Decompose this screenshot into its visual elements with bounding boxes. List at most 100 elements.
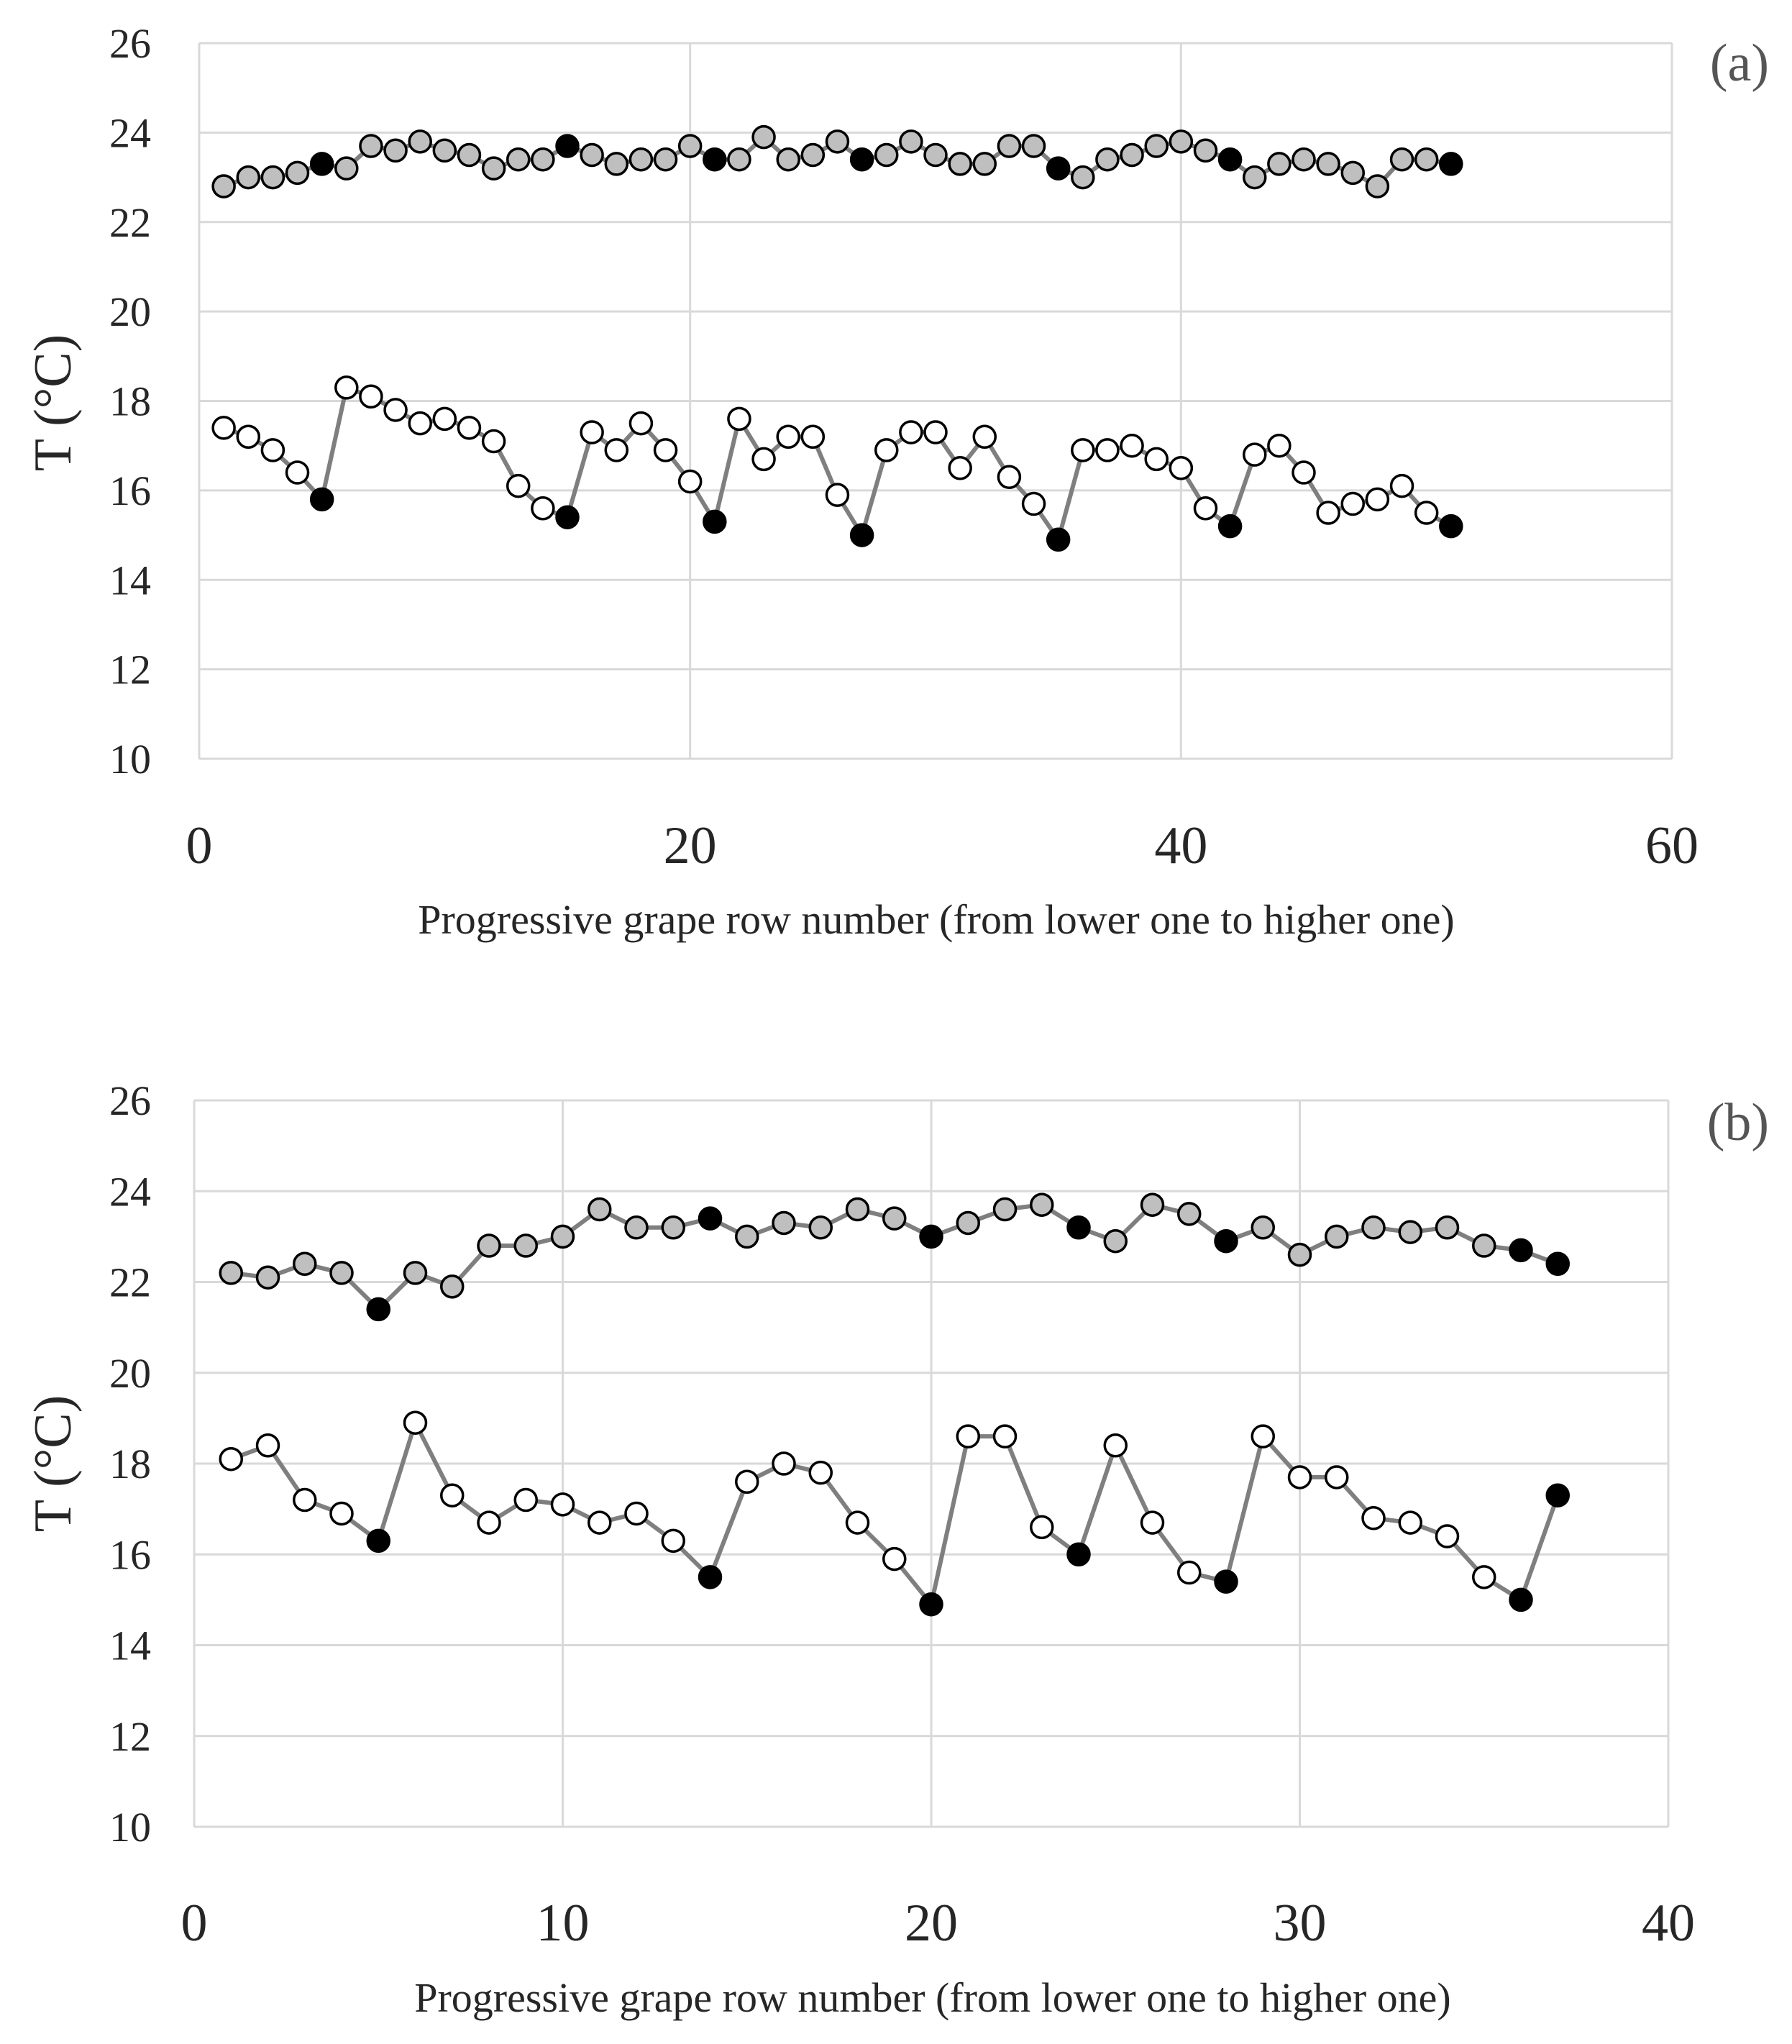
data-point bbox=[1193, 496, 1218, 521]
data-point bbox=[1365, 174, 1390, 199]
data-point bbox=[1214, 1228, 1238, 1254]
data-point bbox=[309, 487, 334, 512]
data-point bbox=[776, 424, 800, 449]
y-tick-label: 22 bbox=[109, 1259, 151, 1306]
data-point bbox=[1340, 491, 1366, 516]
data-point bbox=[1472, 1565, 1496, 1589]
data-point bbox=[580, 142, 604, 168]
chart-panel-a: (a) Progressive grape row number (from l… bbox=[24, 20, 1769, 943]
data-point bbox=[776, 147, 800, 172]
data-point bbox=[366, 1528, 390, 1553]
data-point bbox=[1169, 129, 1194, 154]
data-point bbox=[457, 142, 482, 168]
gridlines bbox=[198, 42, 1673, 760]
data-point bbox=[506, 147, 531, 172]
y-tick-label: 12 bbox=[109, 647, 151, 693]
data-point bbox=[1414, 501, 1439, 525]
series-line bbox=[223, 385, 1453, 542]
x-tick-label: 20 bbox=[905, 1894, 958, 1953]
data-point bbox=[1251, 1215, 1275, 1240]
data-point bbox=[772, 1210, 796, 1236]
y-tick-label: 14 bbox=[109, 557, 151, 603]
data-point bbox=[845, 1510, 870, 1535]
data-point bbox=[1545, 1251, 1570, 1276]
data-point bbox=[1251, 1424, 1275, 1448]
data-point bbox=[972, 424, 997, 449]
data-point bbox=[1169, 456, 1194, 480]
data-point bbox=[285, 460, 310, 485]
x-axis-title: Progressive grape row number (from lower… bbox=[414, 1974, 1451, 2021]
data-point bbox=[1316, 501, 1340, 525]
data-point bbox=[293, 1487, 317, 1513]
data-point bbox=[735, 1469, 759, 1494]
data-point bbox=[923, 420, 948, 444]
data-point bbox=[698, 1565, 723, 1589]
data-point bbox=[1095, 438, 1120, 462]
y-tick-label: 14 bbox=[109, 1623, 151, 1669]
data-point bbox=[1021, 491, 1046, 516]
gridlines bbox=[193, 1099, 1670, 1828]
data-point bbox=[1242, 165, 1267, 190]
data-point bbox=[808, 1215, 833, 1240]
data-point bbox=[849, 147, 874, 172]
y-tick-label: 18 bbox=[109, 1441, 151, 1487]
data-point bbox=[992, 1197, 1018, 1222]
y-tick-label: 18 bbox=[109, 378, 151, 425]
data-point bbox=[1365, 487, 1390, 512]
data-point bbox=[260, 165, 285, 190]
data-point bbox=[440, 1483, 465, 1507]
data-point bbox=[383, 398, 408, 422]
y-tick-label: 26 bbox=[109, 20, 151, 67]
data-point bbox=[1267, 433, 1292, 458]
data-point bbox=[408, 129, 432, 154]
data-point bbox=[997, 465, 1022, 489]
data-point bbox=[1325, 1224, 1349, 1249]
series-upper bbox=[211, 124, 1463, 199]
data-point bbox=[808, 1460, 833, 1485]
x-tick-label: 60 bbox=[1645, 816, 1699, 875]
data-point bbox=[956, 1210, 980, 1236]
data-point bbox=[1325, 1465, 1349, 1489]
data-point bbox=[956, 1424, 980, 1448]
chart-panel-b: (b) Progressive grape row number (from l… bbox=[24, 1077, 1769, 2021]
data-point bbox=[219, 1261, 243, 1285]
data-point bbox=[1103, 1228, 1128, 1254]
data-point bbox=[653, 147, 678, 172]
series-upper bbox=[219, 1192, 1570, 1322]
data-point bbox=[1095, 147, 1120, 172]
data-point bbox=[440, 1274, 465, 1299]
data-point bbox=[677, 134, 703, 158]
data-point bbox=[481, 429, 506, 454]
data-point bbox=[703, 509, 727, 534]
data-point bbox=[1030, 1192, 1054, 1217]
data-point bbox=[825, 129, 850, 154]
x-tick-label: 10 bbox=[536, 1894, 590, 1953]
y-tick-label: 12 bbox=[109, 1713, 151, 1760]
series-line bbox=[230, 1420, 1560, 1607]
y-tick-label: 16 bbox=[109, 467, 151, 514]
data-point bbox=[1398, 1220, 1422, 1244]
data-point bbox=[580, 420, 604, 444]
data-point bbox=[1509, 1238, 1533, 1263]
data-point bbox=[923, 142, 948, 168]
data-point bbox=[432, 406, 457, 432]
series-lower bbox=[211, 375, 1463, 552]
data-point bbox=[1214, 1569, 1238, 1594]
data-point bbox=[1361, 1506, 1386, 1530]
data-point bbox=[825, 483, 850, 507]
data-point bbox=[255, 1433, 280, 1458]
data-point bbox=[329, 1261, 354, 1285]
data-point bbox=[513, 1233, 538, 1258]
data-point bbox=[604, 152, 629, 176]
data-point bbox=[309, 152, 334, 176]
data-point bbox=[997, 134, 1022, 158]
data-point bbox=[1389, 147, 1414, 172]
data-point bbox=[293, 1251, 317, 1276]
data-point bbox=[1242, 442, 1267, 467]
data-point bbox=[1071, 165, 1095, 190]
data-point bbox=[1287, 1465, 1312, 1489]
data-point bbox=[727, 147, 751, 172]
data-point bbox=[604, 438, 629, 462]
data-point bbox=[899, 129, 923, 154]
y-tick-label: 22 bbox=[109, 199, 151, 246]
